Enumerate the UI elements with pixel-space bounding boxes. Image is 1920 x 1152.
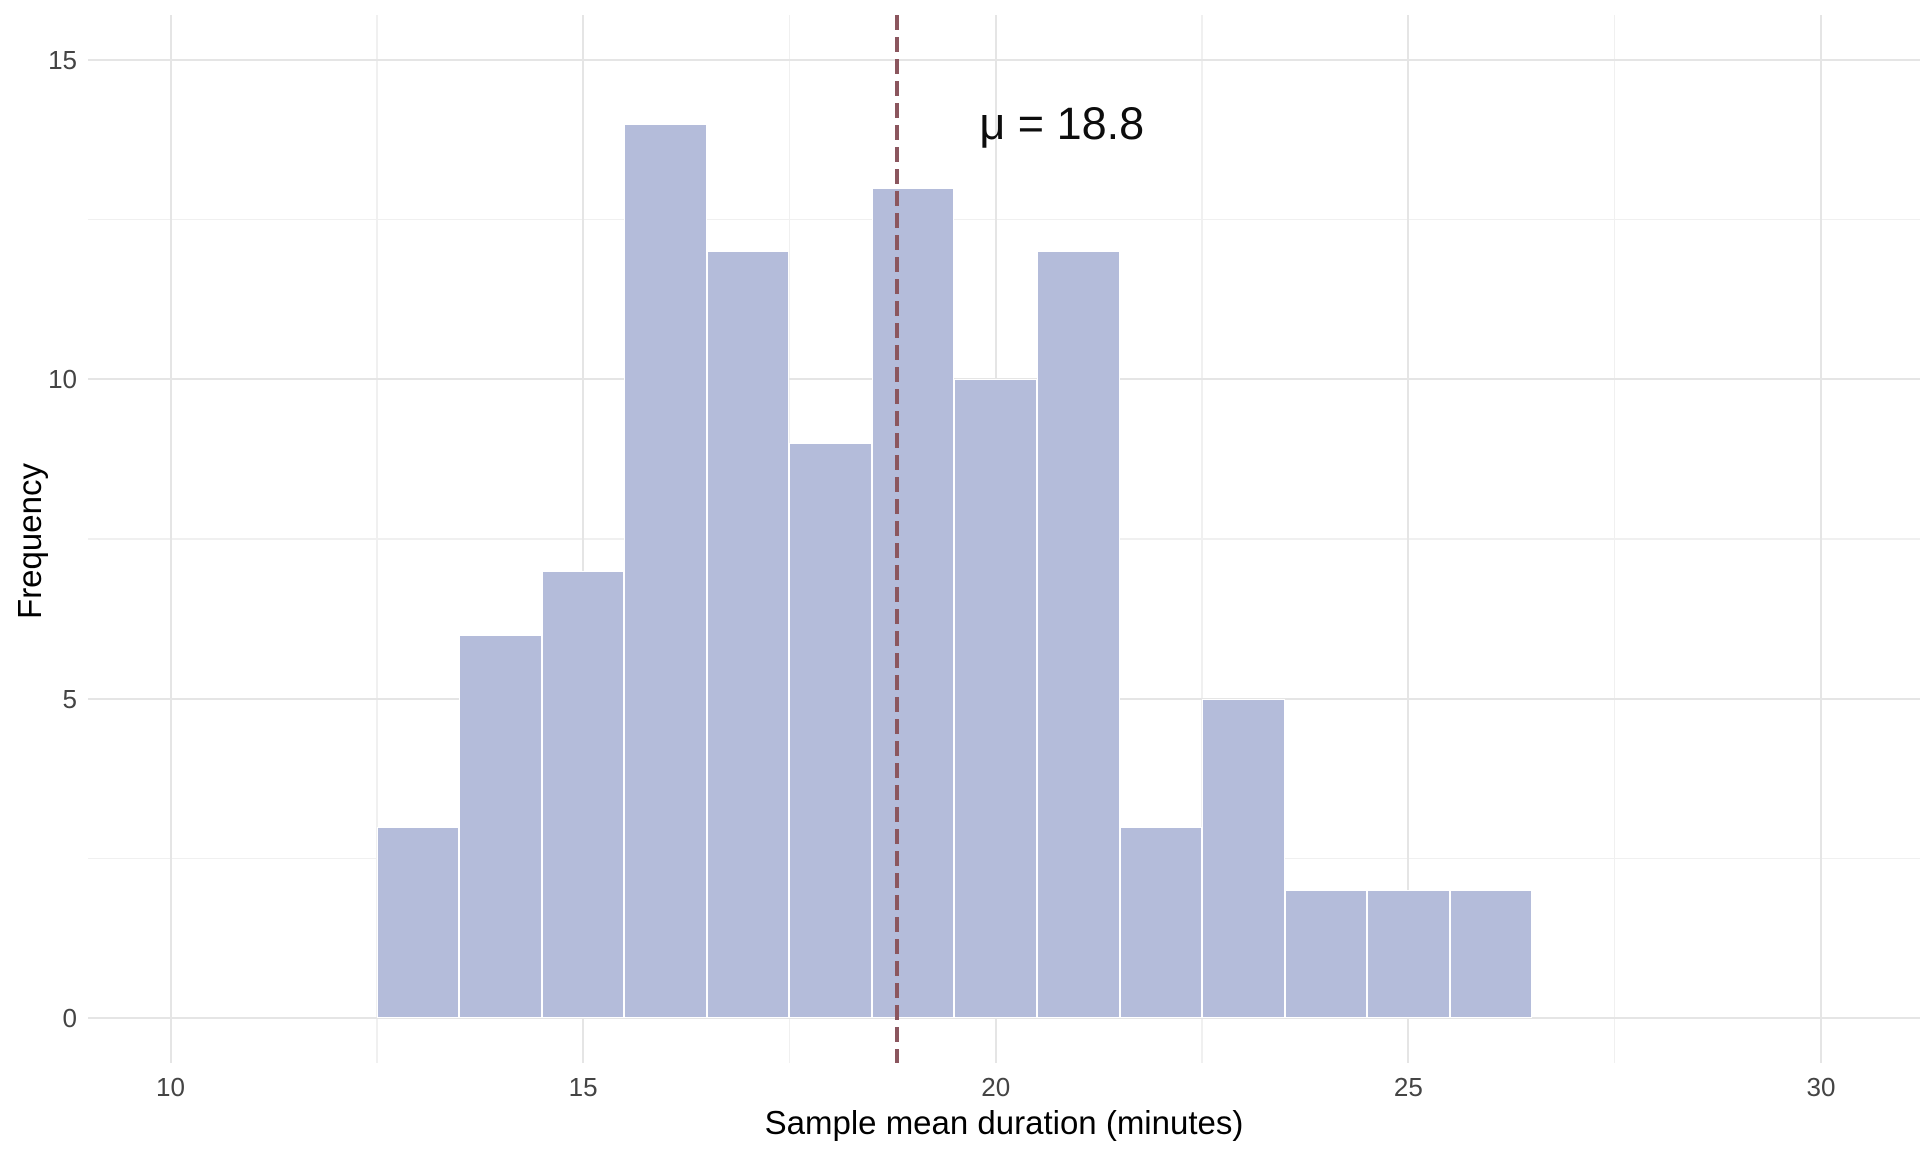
histogram-bar <box>376 826 460 1019</box>
histogram-bar <box>1037 251 1120 1019</box>
gridline-x-major <box>1407 15 1410 1063</box>
y-tick-label: 0 <box>62 1003 77 1034</box>
x-tick-label: 10 <box>156 1072 185 1102</box>
mean-vline <box>894 15 899 1063</box>
histogram-bar <box>541 570 625 1019</box>
histogram-bar <box>1202 698 1285 1019</box>
histogram-bar <box>871 187 955 1019</box>
histogram-bar <box>789 443 872 1019</box>
histogram-bar <box>954 379 1037 1019</box>
y-tick-label: 15 <box>48 44 77 75</box>
y-tick-label: 10 <box>48 364 77 395</box>
gridline-x-major <box>582 15 585 1063</box>
gridline-x-major <box>169 15 172 1063</box>
x-tick-label: 15 <box>568 1072 598 1102</box>
plot-panel <box>88 15 1920 1063</box>
gridline-x-minor <box>376 15 378 1063</box>
histogram-bar <box>459 634 542 1019</box>
gridline-x-major <box>1819 15 1822 1063</box>
x-tick-label: 25 <box>1393 1072 1423 1102</box>
histogram-bar <box>1367 890 1450 1019</box>
histogram-bar <box>1449 890 1533 1019</box>
gridline-y-major <box>88 58 1920 61</box>
histogram-bar <box>624 123 707 1019</box>
gridline-y-major <box>88 1017 1920 1020</box>
gridline-x-minor <box>1201 15 1203 1063</box>
gridline-x-minor <box>1613 15 1616 1063</box>
y-axis-title: Frequency <box>11 463 48 619</box>
x-axis-title: Sample mean duration (minutes) <box>764 1104 1244 1141</box>
x-tick-label: 30 <box>1806 1072 1836 1102</box>
x-tick-label: 20 <box>981 1072 1011 1102</box>
y-tick-label: 5 <box>62 683 77 714</box>
gridline-y-minor <box>88 218 1920 221</box>
histogram-bar <box>706 251 790 1019</box>
histogram-bar <box>1119 826 1203 1019</box>
mean-annotation-label: μ = 18.8 <box>979 97 1145 149</box>
histogram-bar <box>1284 890 1368 1019</box>
